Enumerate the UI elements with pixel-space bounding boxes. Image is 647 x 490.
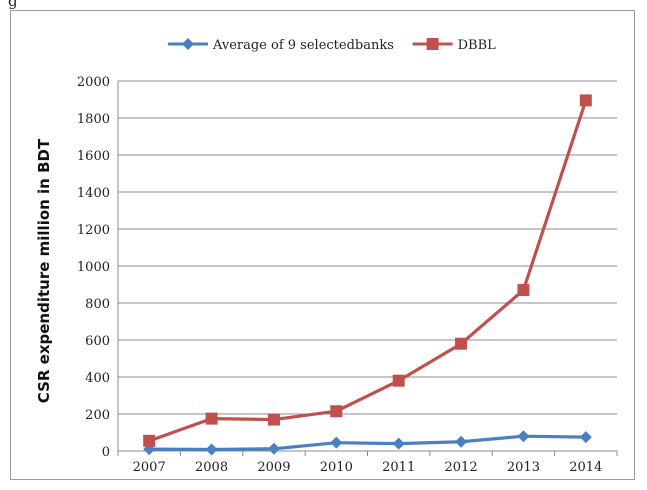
- legend: Average of 9 selectedbanks DBBL: [168, 38, 496, 53]
- series-2-point-2010: [330, 405, 343, 418]
- y-tick-label-1800: 1800: [77, 112, 110, 127]
- legend-item-2-label: DBBL: [458, 38, 497, 53]
- series-2: [143, 94, 592, 447]
- chart-frame: 0 200 400 600 800 1000 1200 1400 1600 1800 2000 200…: [10, 10, 635, 480]
- x-tick-label-2009: 2009: [257, 460, 290, 475]
- series-2-point-2008: [205, 412, 218, 425]
- y-tick-label-800: 800: [85, 297, 110, 312]
- x-tick-label-2014: 2014: [569, 460, 602, 475]
- y-tick-label-400: 400: [85, 371, 110, 386]
- series-1-point-2009: [267, 442, 280, 455]
- series-1-line: [149, 434, 586, 452]
- y-tick-label-1200: 1200: [77, 223, 110, 238]
- y-tick-label-200: 200: [85, 408, 110, 423]
- series-2-point-2007: [143, 434, 156, 447]
- y-tick-label-600: 600: [85, 334, 110, 349]
- legend-item-1-label: Average of 9 selectedbanks: [212, 38, 394, 53]
- line-chart: 0 200 400 600 800 1000 1200 1400 1600 1800 2000 200…: [35, 38, 618, 475]
- series-lines: [143, 94, 592, 456]
- y-tick-label-1600: 1600: [77, 149, 110, 164]
- series-2-point-2013: [517, 284, 530, 297]
- legend-item-2-marker: [426, 38, 439, 50]
- y-tick-label-1000: 1000: [77, 260, 110, 275]
- gridlines: [118, 80, 617, 415]
- y-axis-label: CSR expenditure million in BDT: [35, 138, 53, 403]
- caption-fragment: g: [8, 0, 18, 10]
- x-tick-label-2008: 2008: [195, 460, 228, 475]
- legend-item-1-marker: [182, 38, 194, 50]
- series-1-point-2014: [579, 431, 592, 444]
- series-2-point-2009: [267, 413, 280, 426]
- series-1-point-2010: [330, 436, 343, 449]
- series-1-point-2012: [455, 435, 468, 448]
- series-1-point-2013: [517, 430, 530, 443]
- legend-item-2: DBBL: [412, 38, 497, 53]
- series-2-point-2012: [455, 337, 468, 350]
- legend-item-1: Average of 9 selectedbanks: [168, 38, 394, 53]
- axes: 0 200 400 600 800 1000 1200 1400 1600 1800 2000 200…: [77, 75, 618, 475]
- x-tick-label-2011: 2011: [382, 460, 415, 475]
- x-tick-label-2010: 2010: [320, 460, 353, 475]
- series-1-point-2011: [392, 437, 405, 450]
- y-tick-label-2000: 2000: [77, 75, 110, 90]
- series-2-line: [148, 99, 588, 443]
- x-tick-label-2007: 2007: [133, 460, 166, 475]
- x-tick-label-2013: 2013: [507, 460, 540, 475]
- series-2-point-2011: [392, 374, 405, 387]
- series-1-point-2008: [205, 443, 218, 456]
- y-tick-label-1400: 1400: [77, 186, 110, 201]
- y-tick-label-0: 0: [102, 445, 110, 460]
- x-tick-label-2012: 2012: [445, 460, 478, 475]
- series-2-point-2014: [579, 94, 592, 107]
